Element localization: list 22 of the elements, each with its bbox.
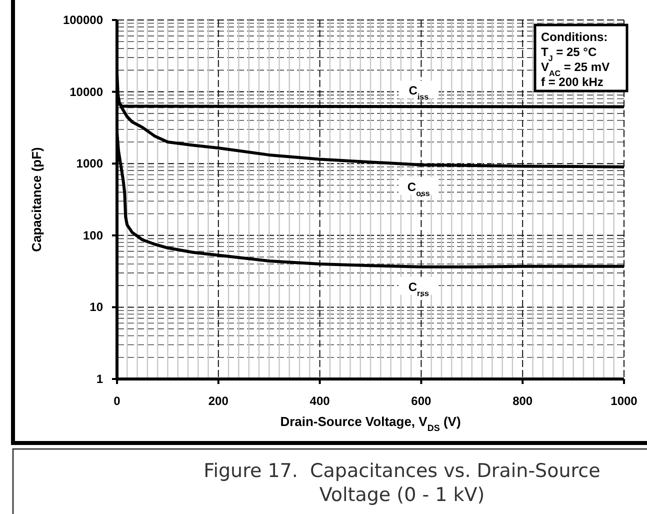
x-tick-label: 800 — [512, 394, 533, 408]
annotation: f = 200 kHz — [541, 75, 604, 89]
x-tick-label: 600 — [411, 394, 432, 408]
y-tick-label: 10 — [90, 300, 104, 314]
x-tick-label: 200 — [208, 394, 229, 408]
y-tick-label: 1000 — [76, 156, 104, 171]
x-tick-label: 400 — [310, 394, 330, 408]
x-tick-label: 1000 — [610, 394, 638, 408]
y-tick-label: 10000 — [70, 84, 104, 99]
annotation: T$_{J}$ = 25 °C — [541, 45, 597, 62]
y-tick-label: 100 — [82, 228, 104, 242]
annotation: V$_{AC}$ = 25 mV — [541, 60, 610, 78]
text: Figure 17. Capacitances vs. Drain-Source Voltage (0 - 1 kV) — [204, 460, 600, 506]
series-label: C$_{oss}$ — [407, 180, 430, 198]
series-label: C$_{iss}$ — [408, 84, 430, 102]
x-axis-title: Drain-Source Voltage, V$_{DS}$ (V) — [280, 414, 461, 433]
y-tick-label: 100000 — [62, 13, 104, 27]
series-label: C$_{rss}$ — [408, 280, 430, 298]
y-tick-label: 1 — [96, 372, 104, 386]
y-axis-title: Capacitance (pF) — [29, 147, 44, 252]
x-tick-label: 0 — [114, 394, 121, 408]
annotation: Conditions: — [541, 30, 608, 44]
